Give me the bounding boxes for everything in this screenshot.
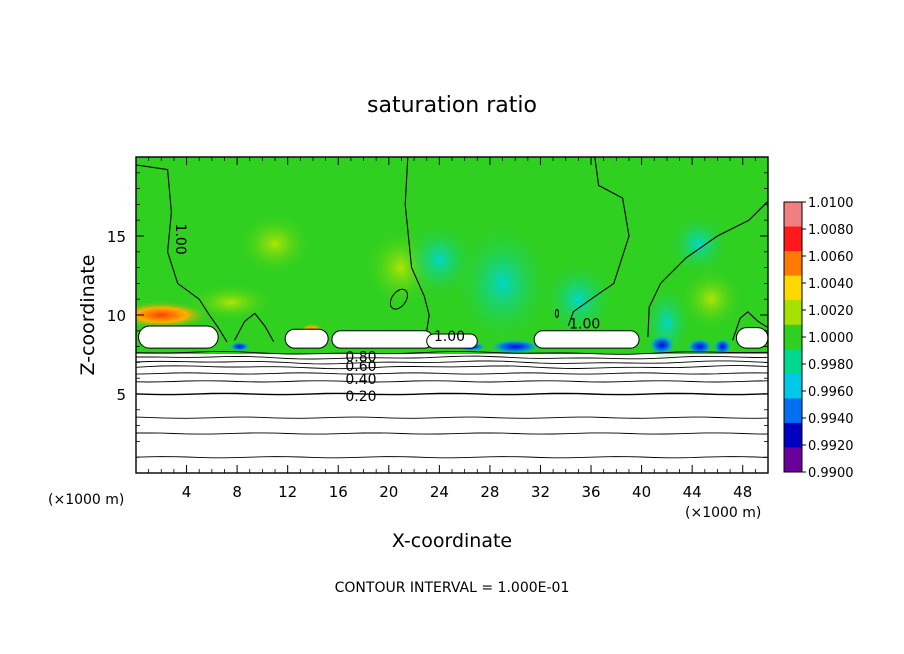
colorbar-tick-label: 1.0080	[808, 223, 854, 238]
colorbar-swatch	[784, 324, 802, 350]
contour-line	[136, 456, 768, 459]
contour-line	[136, 372, 768, 375]
field-blob	[237, 212, 313, 276]
colorbar-swatch	[784, 373, 802, 399]
x-tick-label: 16	[329, 483, 348, 501]
colorbar-tick-label: 1.0100	[808, 196, 854, 211]
x-tick-label: 4	[182, 483, 192, 501]
contour-label: 1.00	[172, 224, 188, 255]
contour-line	[554, 308, 559, 318]
colorbar-tick-label: 1.0060	[808, 250, 854, 265]
x-tick-label: 48	[733, 483, 752, 501]
contour-line	[389, 288, 408, 310]
x-tick-label: 24	[430, 483, 449, 501]
contour-line	[136, 164, 228, 343]
x-tick-label: 8	[232, 483, 242, 501]
field-blob	[452, 220, 554, 347]
field-blob	[186, 283, 276, 322]
field-blob	[401, 220, 478, 300]
colorbar-swatch	[784, 202, 802, 228]
contour-label: 0.60	[345, 359, 376, 375]
contour-label: 0.20	[345, 389, 376, 405]
field-blob	[229, 341, 250, 352]
field-blob	[540, 259, 617, 339]
contour-label: 1.00	[434, 329, 465, 345]
colorbar-tick-label: 0.9900	[808, 466, 854, 481]
contour-lines	[136, 157, 768, 459]
cloud-patch	[138, 325, 219, 349]
colorbar-swatch	[784, 226, 802, 252]
colorbar-tick-label: 1.0000	[808, 331, 854, 346]
x-tick-label: 44	[683, 483, 702, 501]
field-blob	[713, 338, 732, 355]
field-blob	[679, 267, 743, 331]
cloud-patch	[426, 333, 478, 349]
x-tick-label: 36	[581, 483, 600, 501]
x-tick-label: 20	[379, 483, 398, 501]
y-axis-label: Z-coordinate	[77, 255, 99, 376]
colorbar-swatch	[784, 275, 802, 301]
contour-label: 0.80	[345, 350, 376, 366]
colorbar-swatch	[784, 300, 802, 326]
field-blob	[489, 339, 541, 354]
plot-area	[136, 157, 768, 473]
y-tick-label: 5	[116, 386, 126, 404]
y-tick-label: 15	[107, 228, 126, 246]
x-tick-label: 12	[278, 483, 297, 501]
x-tick-label: 32	[531, 483, 550, 501]
colorbar: 1.0100 1.0080 1.0060 1.0040 1.0020 1.0000 0.99…	[783, 196, 854, 481]
contour-line	[732, 311, 768, 341]
colorbar-swatch	[784, 349, 802, 375]
x-tick-label: 28	[480, 483, 499, 501]
cloud-patches	[138, 325, 768, 349]
contour-line	[136, 350, 768, 355]
cloud-patch	[735, 327, 768, 349]
contour-line	[136, 355, 768, 360]
contour-line	[567, 157, 630, 327]
contour-line	[404, 157, 430, 331]
x-unit-left: (×1000 m)	[48, 492, 124, 508]
contour-line	[136, 432, 768, 435]
chart-title: saturation ratio	[367, 93, 537, 118]
x-tick-label: 40	[632, 483, 651, 501]
colorbar-tick-label: 0.9960	[808, 385, 854, 400]
colorbar-swatch	[784, 251, 802, 277]
colorbar-swatch	[784, 447, 802, 473]
contour-labels: 1.00 1.00 1.00 0.800.600.400.20	[172, 224, 600, 406]
colorbar-tick-label: 1.0020	[808, 304, 854, 319]
colorbar-swatch	[784, 422, 802, 448]
contour-line	[234, 312, 275, 343]
contour-line	[136, 392, 768, 396]
contour-label: 1.00	[569, 316, 600, 332]
colorbar-tick-label: 0.9920	[808, 439, 854, 454]
colorbar-tick-label: 0.9940	[808, 412, 854, 427]
colorbar-tick-label: 1.0040	[808, 277, 854, 292]
contour-line	[136, 416, 768, 419]
contour-label: 0.40	[345, 372, 376, 388]
y-tick-label: 10	[107, 307, 126, 325]
field-blob	[666, 212, 731, 276]
colorbar-tick-label: 0.9980	[808, 358, 854, 373]
contour-interval-footer: CONTOUR INTERVAL = 1.000E-01	[335, 580, 570, 596]
field-blob	[687, 338, 713, 355]
contour-line	[136, 360, 768, 365]
contour-line	[136, 380, 768, 383]
field-blob	[649, 335, 675, 355]
contour-line	[136, 365, 768, 370]
cloud-patch	[533, 330, 640, 349]
colorbar-swatch	[784, 398, 802, 424]
x-axis-label: X-coordinate	[392, 530, 512, 552]
dry-layer-background	[136, 354, 768, 473]
x-unit-right: (×1000 m)	[685, 505, 761, 521]
cloud-patch	[331, 330, 434, 349]
cloud-patch	[284, 328, 329, 349]
contour-line	[647, 200, 768, 338]
